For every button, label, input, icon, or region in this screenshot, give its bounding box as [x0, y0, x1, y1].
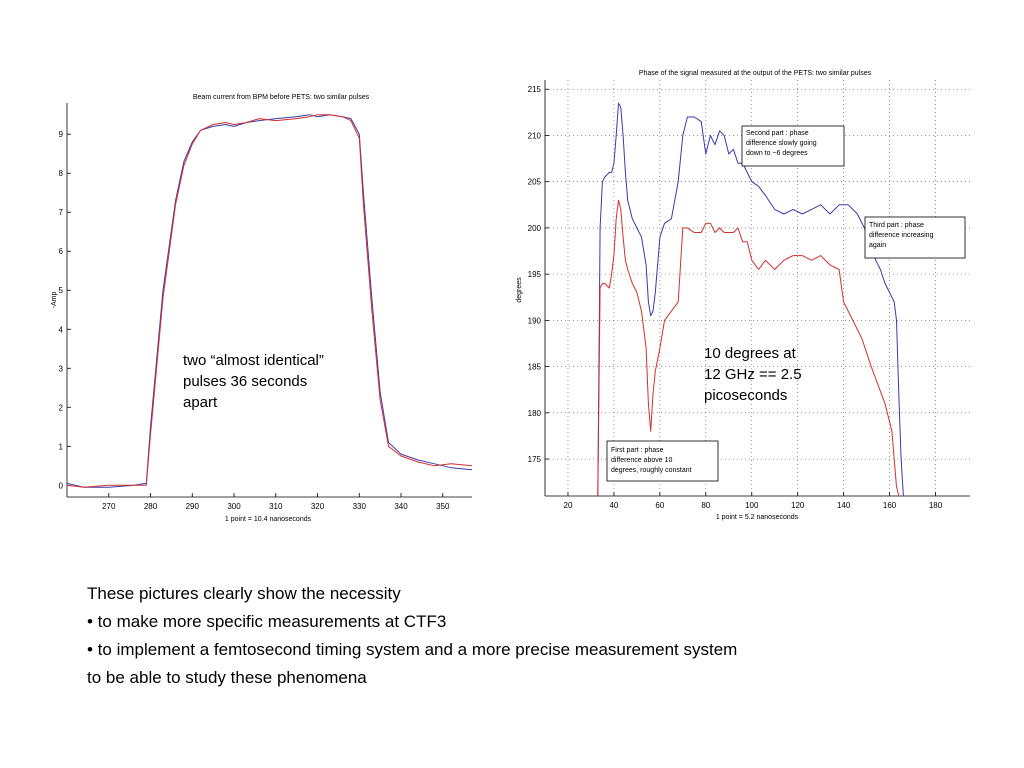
y-tick-label: 1: [59, 442, 64, 451]
annotation-line: Third part : phase: [869, 222, 924, 229]
x-tick-label: 60: [655, 501, 664, 510]
x-tick-label: 310: [269, 502, 283, 511]
phase-note: 10 degrees at 12 GHz == 2.5 picoseconds: [704, 343, 834, 406]
x-tick-label: 80: [701, 501, 710, 510]
x-tick-label: 330: [353, 502, 367, 511]
axes-frame: [66, 103, 472, 498]
chart-title: Phase of the signal measured at the outp…: [639, 70, 872, 77]
x-tick-label: 280: [144, 502, 158, 511]
note-line: pulses 36 seconds: [183, 373, 308, 390]
caption-line: • to make more specific measurements at …: [87, 612, 447, 631]
note-line: two “almost identical”: [183, 352, 324, 369]
note-line: 10 degrees at: [704, 345, 796, 362]
annotation-line: First part : phase: [611, 447, 664, 454]
annotation-line: difference increasing: [869, 232, 934, 239]
caption-line: These pictures clearly show the necessit…: [87, 584, 401, 603]
series-lines: [66, 114, 473, 488]
y-tick-label: 190: [528, 316, 542, 325]
y-tick-label: 200: [528, 224, 542, 233]
y-tick-label: 205: [528, 178, 542, 187]
axes-frame: [544, 80, 970, 497]
x-tick-label: 100: [745, 501, 759, 510]
x-tick-label: 270: [102, 502, 116, 511]
x-tick-label: 180: [929, 501, 943, 510]
y-tick-label: 195: [528, 270, 542, 279]
note-line: apart: [183, 394, 218, 411]
series-line-2: [66, 114, 473, 488]
annotation-line: difference slowly going: [746, 140, 817, 147]
y-tick-label: 6: [59, 247, 64, 256]
annotation-first-part: First part : phase difference above 10 d…: [606, 440, 719, 482]
y-tick-label: 7: [59, 208, 64, 217]
caption-line: • to implement a femtosecond timing syst…: [87, 640, 738, 659]
y-tick-label: 4: [59, 325, 64, 334]
annotation-line: down to ~6 degrees: [746, 150, 808, 157]
x-tick-label: 290: [186, 502, 200, 511]
x-tick-label: 350: [436, 502, 450, 511]
y-axis-label: degrees: [516, 277, 523, 303]
x-tick-label: 120: [791, 501, 805, 510]
y-axis-label: -Amp: [51, 292, 58, 309]
grid: [545, 80, 970, 496]
y-tick-label: 175: [528, 455, 542, 464]
chart-title: Beam current from BPM before PETS: two s…: [193, 94, 370, 101]
y-tick-label: 0: [59, 481, 64, 490]
x-tick-label: 20: [564, 501, 573, 510]
x-tick-label: 40: [609, 501, 618, 510]
series-lines: [597, 102, 904, 497]
note-line: 12 GHz == 2.5: [704, 366, 802, 383]
series-line-1: [66, 114, 473, 488]
x-tick-label: 340: [394, 502, 408, 511]
y-tick-label: 5: [59, 286, 64, 295]
y-tick-label: 8: [59, 169, 64, 178]
annotation-third-part: Third part : phase difference increasing…: [864, 216, 966, 259]
note-line: picoseconds: [704, 387, 788, 404]
y-ticks: 0 1 2 3 4 5 6 7 8 9: [59, 130, 71, 490]
y-tick-label: 215: [528, 85, 542, 94]
slide-caption: These pictures clearly show the necessit…: [87, 580, 947, 692]
series-line-2: [597, 199, 900, 497]
series-line-1: [597, 102, 904, 497]
annotation-line: Second part : phase: [746, 130, 809, 137]
x-axis-label: 1 point = 5.2 nanoseconds: [716, 514, 799, 521]
annotation-second-part: Second part : phase difference slowly go…: [741, 125, 845, 167]
x-ticks: 20 40 60 80 100 120 140 160 180: [564, 492, 943, 510]
y-tick-label: 210: [528, 131, 542, 140]
x-tick-label: 320: [311, 502, 325, 511]
y-tick-label: 180: [528, 409, 542, 418]
annotation-line: again: [869, 242, 886, 249]
annotation-line: degrees, roughly constant: [611, 467, 692, 474]
caption-line: to be able to study these phenomena: [87, 668, 367, 687]
annotation-line: difference above 10: [611, 457, 672, 464]
y-ticks: 175 180 185 190 195 200 205 210 215: [528, 85, 549, 464]
x-ticks: 270 280 290 300 310 320 330 340 350: [102, 493, 450, 511]
y-tick-label: 9: [59, 130, 64, 139]
y-tick-label: 3: [59, 364, 64, 373]
pulse-note: two “almost identical” pulses 36 seconds…: [183, 350, 383, 413]
x-tick-label: 140: [837, 501, 851, 510]
x-tick-label: 160: [883, 501, 897, 510]
x-axis-label: 1 point = 10.4 nanoseconds: [225, 516, 312, 523]
y-tick-label: 185: [528, 363, 542, 372]
y-tick-label: 2: [59, 403, 64, 412]
x-tick-label: 300: [227, 502, 241, 511]
